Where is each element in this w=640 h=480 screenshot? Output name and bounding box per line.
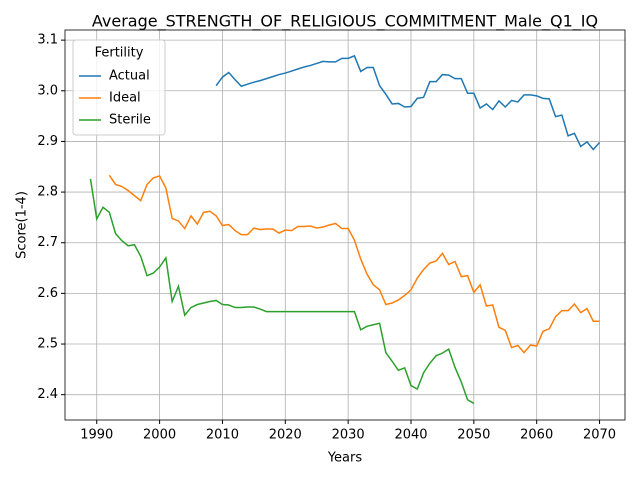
x-tick-label: 2060 (520, 428, 553, 443)
x-tick-label: 2070 (583, 428, 616, 443)
y-tick-label: 2.6 (37, 286, 58, 301)
legend-title: Fertility (95, 46, 144, 61)
y-tick-label: 2.8 (37, 185, 58, 200)
legend: Fertility Actual Ideal Sterile (72, 39, 166, 136)
line-series (215, 54, 601, 151)
y-tick-label: 2.4 (37, 387, 58, 402)
y-tick-label: 2.7 (37, 235, 58, 250)
x-tick-label: 2020 (269, 428, 302, 443)
legend-label: Ideal (109, 91, 141, 106)
line-series (108, 174, 600, 354)
x-axis-label: Years (327, 451, 363, 466)
legend-box (72, 39, 166, 136)
y-tick-label: 3.0 (37, 83, 58, 98)
y-tick-label: 2.5 (37, 337, 58, 352)
x-tick-label: 2000 (143, 428, 176, 443)
x-tick-label: 2050 (457, 428, 490, 443)
legend-label: Actual (109, 69, 150, 84)
x-tick-label: 2040 (394, 428, 427, 443)
y-axis-label: Score(1-4) (15, 191, 30, 259)
chart-title: Average_STRENGTH_OF_RELIGIOUS_COMMITMENT… (92, 12, 598, 32)
line-series (89, 178, 475, 404)
x-tick-label: 2010 (206, 428, 239, 443)
legend-label: Sterile (109, 113, 151, 128)
x-tick-label: 2030 (332, 428, 365, 443)
plot-frame (64, 29, 626, 421)
x-tick-label: 1990 (80, 428, 113, 443)
y-tick-label: 2.9 (37, 134, 58, 149)
y-tick-label: 3.1 (37, 33, 58, 48)
